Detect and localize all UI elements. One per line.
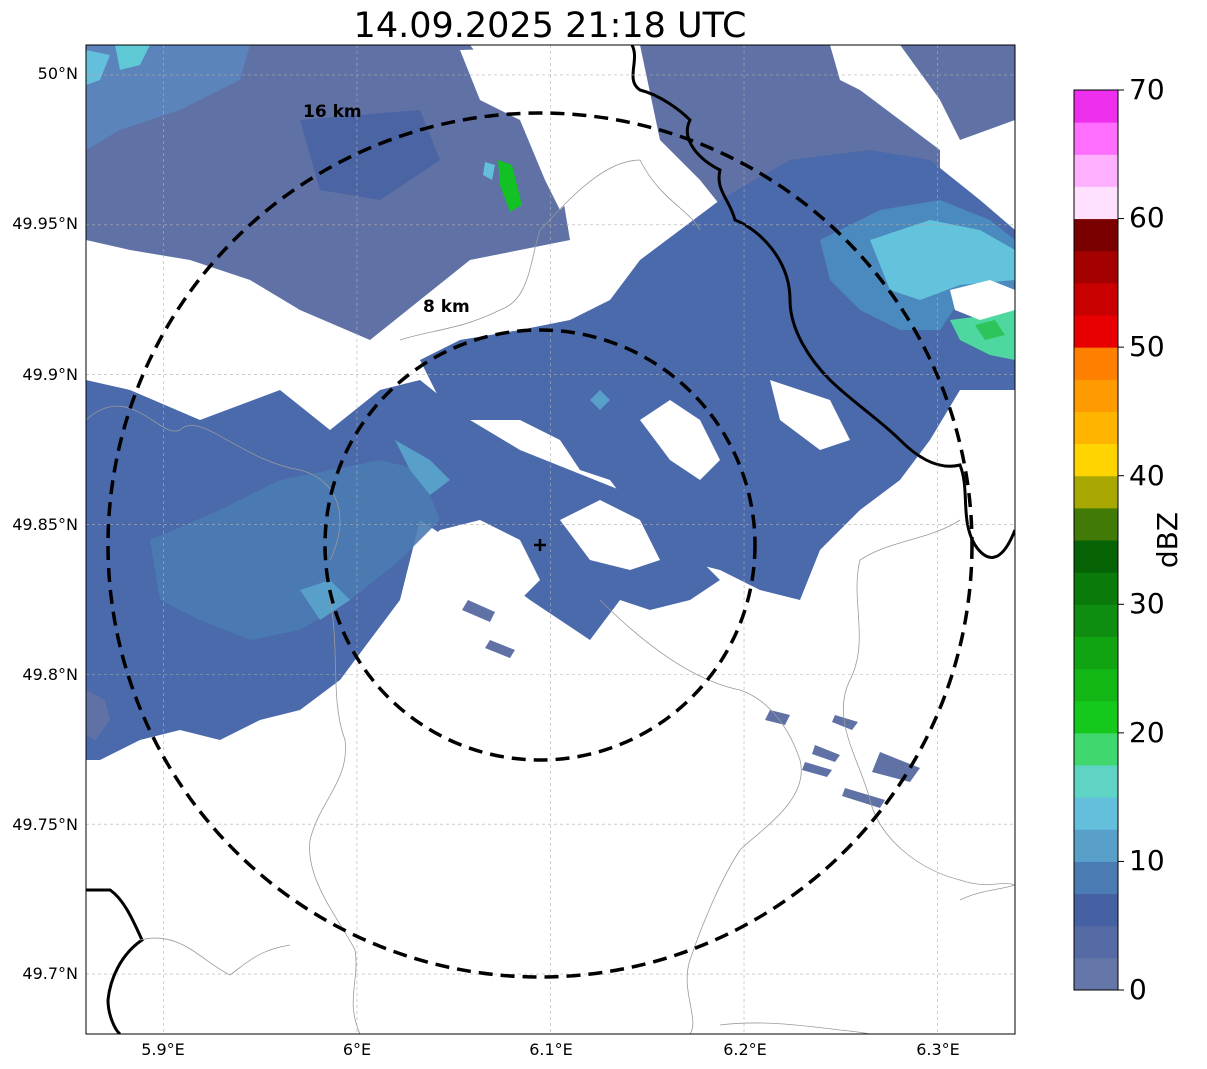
colorbar-swatch [1074, 636, 1118, 670]
colorbar-swatch [1074, 668, 1118, 702]
colorbar-swatch [1074, 507, 1118, 541]
colorbar-swatch [1074, 154, 1118, 187]
colorbar-swatch [1074, 347, 1118, 380]
colorbar-swatch [1074, 282, 1118, 316]
range-ring-8km [323, 328, 757, 762]
colorbar-tick-label: 0 [1129, 973, 1147, 1006]
no-echo-areas [410, 45, 1015, 600]
colorbar-swatch [1074, 411, 1118, 445]
colorbar-swatch [1074, 957, 1118, 991]
colorbar-tick-label: 30 [1129, 587, 1165, 620]
colorbar-swatch [1074, 122, 1118, 155]
colorbar-swatch [1074, 604, 1118, 637]
colorbar-swatch [1074, 893, 1118, 927]
colorbar-tick-label: 20 [1129, 716, 1165, 749]
colorbar-swatch [1074, 475, 1118, 509]
radar-site-marker [534, 539, 546, 551]
colorbar-tick-label: 40 [1129, 459, 1165, 492]
lat-tick-label: 49.75°N [12, 815, 78, 834]
lat-tick-label: 49.8°N [22, 665, 78, 684]
lon-tick-label: 6.3°E [916, 1040, 960, 1059]
colorbar [1073, 89, 1124, 991]
range-ring-label-16km: 16 km [303, 102, 362, 122]
lat-tick-label: 49.95°N [12, 214, 78, 233]
colorbar-tick-label: 50 [1129, 330, 1165, 363]
lon-tick-label: 6.2°E [723, 1040, 767, 1059]
colorbar-swatch [1074, 443, 1118, 477]
map-gridlines [86, 45, 1015, 1034]
map-title: 14.09.2025 21:18 UTC [353, 6, 747, 46]
colorbar-swatch [1074, 379, 1118, 412]
colorbar-swatch [1074, 572, 1118, 605]
map-frame [85, 44, 1016, 1035]
colorbar-swatch [1074, 797, 1118, 830]
colorbar-swatch [1074, 218, 1118, 252]
colorbar-tick-label: 70 [1129, 73, 1165, 106]
colorbar-title: dBZ [1151, 511, 1184, 569]
colorbar-swatch [1074, 732, 1118, 766]
colorbar-swatch [1074, 829, 1118, 862]
border-lines [86, 45, 1015, 1034]
colorbar-tick-label: 10 [1129, 844, 1165, 877]
colorbar-swatch [1074, 540, 1118, 573]
colorbar-swatch [1074, 765, 1118, 798]
lat-tick-label: 49.9°N [22, 365, 78, 384]
colorbar-swatch [1074, 90, 1118, 123]
lat-tick-label: 50°N [37, 64, 78, 83]
colorbar-frame [1073, 89, 1119, 991]
lat-tick-label: 49.7°N [22, 964, 78, 983]
colorbar-swatch [1074, 186, 1118, 220]
lat-tick-label: 49.85°N [12, 515, 78, 534]
lon-tick-label: 5.9°E [141, 1040, 185, 1059]
colorbar-swatch [1074, 861, 1118, 895]
admin-boundaries [86, 159, 1015, 1034]
colorbar-tick-label: 60 [1129, 201, 1165, 234]
colorbar-swatch [1074, 250, 1118, 284]
lon-tick-label: 6°E [342, 1040, 372, 1059]
lon-tick-label: 6.1°E [529, 1040, 573, 1059]
range-ring-16km [106, 111, 974, 979]
colorbar-swatch [1074, 315, 1118, 348]
range-ring-label-8km: 8 km [423, 297, 470, 317]
colorbar-swatch [1074, 700, 1118, 734]
colorbar-swatch [1074, 925, 1118, 959]
